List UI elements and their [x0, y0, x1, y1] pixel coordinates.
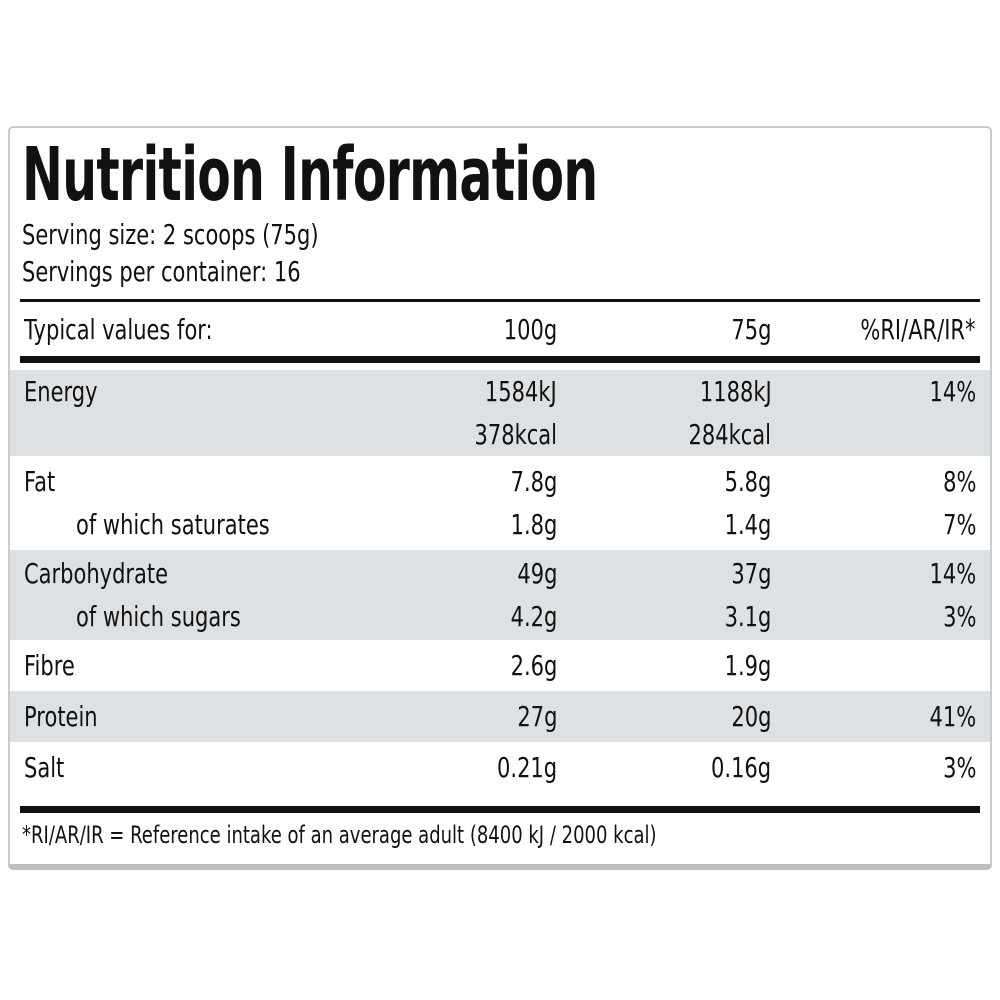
- value-ri: 3%: [942, 600, 976, 633]
- row-group-salt: Salt 0.21g 0.16g 3%: [20, 742, 980, 793]
- page-title-text: Nutrition Information: [22, 132, 598, 218]
- row-label: Fibre: [24, 649, 75, 682]
- value-ri: 8%: [942, 465, 976, 498]
- value-ri: 3%: [942, 751, 976, 784]
- value-75g: 5.8g: [724, 465, 772, 498]
- value-75g: 284kcal: [688, 418, 772, 451]
- value-ri: 41%: [929, 700, 976, 733]
- page-title: Nutrition Information: [20, 132, 980, 216]
- row-group-energy: Energy 1584kJ 1188kJ 14% 378kcal 284kcal: [10, 370, 990, 456]
- table-row-sugars: of which sugars 4.2g 3.1g 3%: [20, 595, 980, 638]
- value-75g: 1.4g: [724, 508, 772, 541]
- value-75g: 1.9g: [724, 649, 772, 682]
- value-ri: [771, 418, 976, 451]
- divider-thin: [20, 299, 980, 302]
- row-label: Fat: [24, 465, 56, 498]
- row-label: Salt: [24, 751, 65, 784]
- header-col-ri: %RI/AR/IR*: [860, 312, 976, 346]
- serving-size-text: Serving size: 2 scoops (75g): [22, 218, 319, 251]
- value-ri: 14%: [929, 557, 976, 590]
- table-row-energy: Energy 1584kJ 1188kJ 14%: [20, 370, 980, 413]
- value-75g: 1188kJ: [699, 375, 772, 408]
- value-ri: 7%: [942, 508, 976, 541]
- value-ri: [771, 649, 976, 682]
- footnote-text: *RI/AR/IR = Reference intake of an avera…: [22, 821, 657, 849]
- value-100g: 0.21g: [497, 751, 558, 784]
- row-label: Energy: [24, 375, 98, 408]
- table-row-fibre: Fibre 2.6g 1.9g: [20, 640, 980, 691]
- table-row-carbohydrate: Carbohydrate 49g 37g 14%: [20, 552, 980, 595]
- value-100g: 1.8g: [510, 508, 558, 541]
- divider-thick-bottom: [20, 806, 980, 813]
- row-group-protein: Protein 27g 20g 41%: [10, 691, 990, 742]
- value-75g: 20g: [731, 700, 772, 733]
- row-label: of which sugars: [76, 600, 241, 633]
- header-typical-values: Typical values for:: [24, 312, 213, 346]
- row-label: [24, 418, 376, 451]
- value-75g: 3.1g: [724, 600, 772, 633]
- table-row-saturates: of which saturates 1.8g 1.4g 7%: [20, 503, 980, 546]
- value-100g: 27g: [517, 700, 558, 733]
- value-100g: 378kcal: [474, 418, 558, 451]
- value-100g: 4.2g: [510, 600, 558, 633]
- header-col-100g: 100g: [503, 312, 558, 346]
- row-label: Carbohydrate: [24, 557, 169, 590]
- value-ri: 14%: [929, 375, 976, 408]
- table-header-row: Typical values for: 100g 75g %RI/AR/IR*: [20, 302, 980, 356]
- value-75g: 37g: [731, 557, 772, 590]
- row-group-fibre: Fibre 2.6g 1.9g: [20, 640, 980, 691]
- table-row-fat: Fat 7.8g 5.8g 8%: [20, 460, 980, 503]
- table-row-energy-kcal: 378kcal 284kcal: [20, 413, 980, 456]
- value-100g: 49g: [517, 557, 558, 590]
- table-row-salt: Salt 0.21g 0.16g 3%: [20, 742, 980, 793]
- row-group-fat: Fat 7.8g 5.8g 8% of which saturates 1.8g…: [20, 456, 980, 550]
- table-row-protein: Protein 27g 20g 41%: [20, 691, 980, 742]
- nutrition-label-card: Nutrition Information Serving size: 2 sc…: [8, 126, 992, 870]
- value-100g: 2.6g: [510, 649, 558, 682]
- divider-thick-top: [20, 356, 980, 363]
- header-col-75g: 75g: [731, 312, 772, 346]
- value-75g: 0.16g: [711, 751, 772, 784]
- row-group-carbohydrate: Carbohydrate 49g 37g 14% of which sugars…: [10, 550, 990, 640]
- servings-per-container-text: Servings per container: 16: [22, 255, 301, 288]
- value-100g: 1584kJ: [485, 375, 558, 408]
- value-100g: 7.8g: [510, 465, 558, 498]
- row-label: Protein: [24, 700, 98, 733]
- row-label: of which saturates: [76, 508, 270, 541]
